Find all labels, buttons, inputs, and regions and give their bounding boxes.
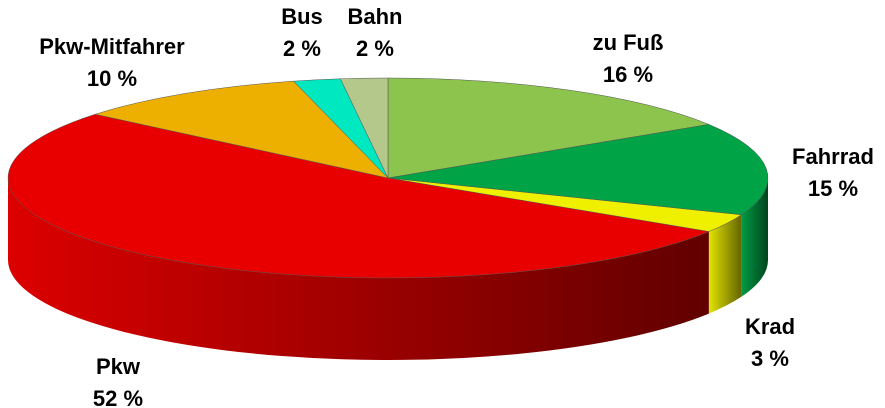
slice-label: Pkw [96, 354, 141, 379]
slice-value-label: 3 % [751, 346, 789, 371]
slice-label: Krad [745, 314, 795, 339]
slice-label: Bahn [348, 4, 403, 29]
slice-value-label: 2 % [356, 36, 394, 61]
slice-side [8, 178, 709, 360]
slice-side [708, 214, 742, 314]
slice-label: Pkw-Mitfahrer [39, 34, 185, 59]
slice-label: Bus [281, 4, 323, 29]
slice-label: zu Fuß [593, 30, 664, 55]
slice [7, 113, 710, 279]
slice-value-label: 10 % [87, 66, 137, 91]
slice [94, 80, 389, 179]
slice-value-label: 15 % [808, 176, 858, 201]
slice [387, 124, 769, 216]
slice-value-label: 52 % [93, 386, 143, 408]
slice-value-label: 16 % [603, 62, 653, 87]
slice-label: Fahrrad [792, 144, 874, 169]
slice-value-label: 2 % [283, 36, 321, 61]
slice [387, 77, 710, 179]
slice [339, 77, 389, 179]
slice-side [741, 178, 768, 297]
